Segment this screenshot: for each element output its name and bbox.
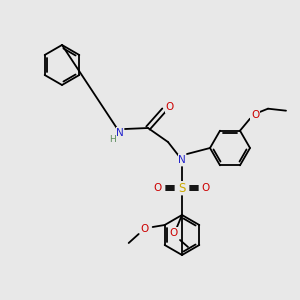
Text: H: H (109, 136, 116, 145)
Text: O: O (166, 102, 174, 112)
Text: O: O (202, 183, 210, 193)
Text: N: N (178, 155, 186, 165)
Text: O: O (170, 228, 178, 238)
Text: N: N (116, 128, 124, 138)
Text: S: S (178, 182, 186, 194)
Text: O: O (251, 110, 259, 120)
Text: O: O (154, 183, 162, 193)
Text: O: O (141, 224, 149, 234)
